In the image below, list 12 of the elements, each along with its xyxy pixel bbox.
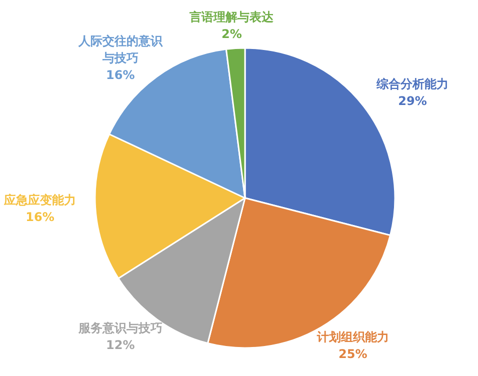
slice-label: 计划组织能力 <box>316 329 389 346</box>
data-label: 12% <box>105 337 136 354</box>
slice-label: 服务意识与技巧 <box>78 320 162 338</box>
slice-label: 人际交往的意识与技巧 <box>77 33 164 68</box>
data-label: 16% <box>24 208 56 226</box>
slice-label: 应急应变能力 <box>4 192 76 209</box>
slice-label: 言语理解与表达 <box>190 9 274 26</box>
data-label: 16% <box>105 67 136 84</box>
slice-label: 综合分析能力 <box>376 76 448 93</box>
data-label: 25% <box>338 346 368 364</box>
data-label: 29% <box>397 92 428 110</box>
data-label: 2% <box>220 26 243 44</box>
